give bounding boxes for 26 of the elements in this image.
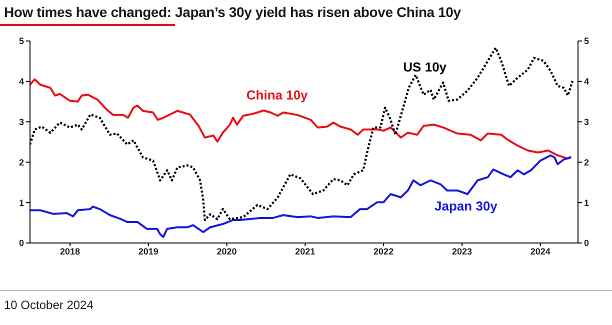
y-tick-label: 5 bbox=[18, 36, 24, 46]
x-tick-label: 2020 bbox=[216, 246, 237, 256]
line-series bbox=[30, 78, 572, 160]
y2-tick-label: 4 bbox=[584, 76, 590, 87]
series-label: US 10y bbox=[403, 59, 448, 74]
chart-title: How times have changed: Japan’s 30y yield has risen above China 10y bbox=[4, 4, 461, 20]
line-series bbox=[30, 154, 572, 238]
x-tick-label: 2024 bbox=[530, 246, 550, 256]
series-label: China 10y bbox=[246, 88, 309, 103]
y2-tick-label: 2 bbox=[584, 157, 590, 168]
x-tick-label: 2023 bbox=[452, 246, 472, 256]
y-tick-label: 0 bbox=[18, 238, 24, 248]
y-tick-label: 1 bbox=[18, 198, 24, 208]
x-tick-label: 2019 bbox=[138, 246, 158, 256]
y2-tick-label: 0 bbox=[584, 238, 590, 248]
x-tick-label: 2021 bbox=[295, 246, 316, 256]
x-tick-label: 2022 bbox=[374, 246, 394, 256]
x-tick-label: 2018 bbox=[60, 246, 80, 256]
y2-tick-label: 5 bbox=[584, 36, 590, 46]
y-tick-label: 4 bbox=[18, 76, 24, 87]
text: 10 October 2024 bbox=[4, 298, 94, 312]
y-tick-label: 2 bbox=[18, 157, 24, 168]
y2-tick-label: 1 bbox=[584, 198, 590, 208]
y2-tick-label: 3 bbox=[584, 116, 590, 127]
y-tick-label: 3 bbox=[18, 116, 24, 127]
series-label: Japan 30y bbox=[434, 198, 498, 214]
